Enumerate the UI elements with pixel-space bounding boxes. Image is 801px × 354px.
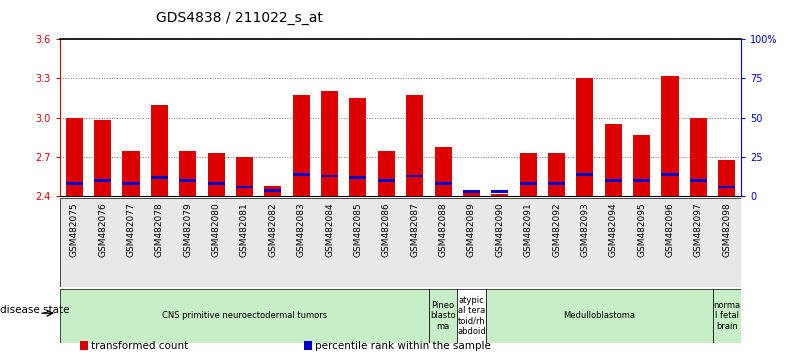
Bar	[662, 173, 678, 176]
Bar	[264, 186, 281, 196]
Bar	[151, 176, 168, 179]
Text: GSM482091: GSM482091	[524, 202, 533, 257]
Text: GSM482087: GSM482087	[410, 202, 419, 257]
Text: GSM482089: GSM482089	[467, 202, 476, 257]
Text: GSM482092: GSM482092	[552, 202, 561, 257]
Bar	[378, 150, 395, 196]
Bar	[718, 160, 735, 196]
Bar	[207, 153, 224, 196]
Text: GSM482094: GSM482094	[609, 202, 618, 257]
Bar	[123, 182, 139, 185]
Bar	[633, 135, 650, 196]
Text: Pineo
blasto
ma: Pineo blasto ma	[430, 301, 456, 331]
Bar	[66, 118, 83, 196]
Bar	[321, 91, 338, 196]
Bar	[264, 189, 281, 192]
Text: GSM482097: GSM482097	[694, 202, 702, 257]
Bar	[463, 190, 480, 193]
Text: norma
l fetal
brain: norma l fetal brain	[713, 301, 740, 331]
Text: GSM482096: GSM482096	[666, 202, 674, 257]
Text: disease state: disease state	[0, 306, 70, 315]
Bar	[491, 194, 509, 196]
Bar	[434, 182, 452, 185]
Bar	[321, 175, 338, 177]
Bar	[60, 289, 429, 343]
Bar	[577, 78, 594, 196]
Bar	[95, 179, 111, 182]
Text: GSM482080: GSM482080	[211, 202, 220, 257]
Bar	[577, 173, 594, 176]
Bar	[236, 157, 253, 196]
Text: CNS primitive neuroectodermal tumors: CNS primitive neuroectodermal tumors	[162, 312, 327, 320]
Text: GSM482076: GSM482076	[99, 202, 107, 257]
Text: GSM482081: GSM482081	[240, 202, 249, 257]
Text: GSM482093: GSM482093	[581, 202, 590, 257]
Bar	[457, 289, 485, 343]
Bar	[349, 176, 366, 179]
Bar	[406, 175, 423, 177]
Bar	[349, 98, 366, 196]
Bar	[429, 289, 457, 343]
Text: percentile rank within the sample: percentile rank within the sample	[315, 341, 491, 351]
Text: transformed count: transformed count	[91, 341, 188, 351]
Bar	[520, 182, 537, 185]
Bar	[690, 118, 706, 196]
Bar	[179, 150, 196, 196]
Bar	[548, 153, 565, 196]
Bar	[95, 120, 111, 196]
Bar	[207, 182, 224, 185]
Bar	[406, 95, 423, 196]
Bar	[463, 193, 480, 196]
Text: GSM482095: GSM482095	[637, 202, 646, 257]
Bar	[718, 185, 735, 188]
Text: GSM482085: GSM482085	[353, 202, 362, 257]
Bar	[151, 104, 168, 196]
Text: GSM482079: GSM482079	[183, 202, 192, 257]
Bar	[123, 150, 139, 196]
Bar	[434, 147, 452, 196]
Bar	[633, 179, 650, 182]
Bar	[690, 179, 706, 182]
Text: GSM482090: GSM482090	[495, 202, 505, 257]
Text: GSM482082: GSM482082	[268, 202, 277, 257]
Bar	[378, 179, 395, 182]
Text: GSM482098: GSM482098	[723, 202, 731, 257]
Text: GSM482088: GSM482088	[439, 202, 448, 257]
Bar	[605, 124, 622, 196]
Bar	[179, 179, 196, 182]
Text: GDS4838 / 211022_s_at: GDS4838 / 211022_s_at	[156, 11, 323, 25]
Text: GSM482084: GSM482084	[325, 202, 334, 257]
Bar	[548, 182, 565, 185]
Bar	[485, 289, 713, 343]
Bar	[66, 182, 83, 185]
Text: atypic
al tera
toid/rh
abdoid: atypic al tera toid/rh abdoid	[457, 296, 485, 336]
Text: GSM482077: GSM482077	[127, 202, 135, 257]
Text: GSM482078: GSM482078	[155, 202, 164, 257]
Text: GSM482075: GSM482075	[70, 202, 78, 257]
Bar	[662, 76, 678, 196]
Text: GSM482086: GSM482086	[382, 202, 391, 257]
Bar	[292, 95, 310, 196]
Bar	[491, 190, 509, 193]
Text: GSM482083: GSM482083	[296, 202, 306, 257]
Bar	[292, 173, 310, 176]
Text: Medulloblastoma: Medulloblastoma	[563, 312, 635, 320]
Bar	[713, 289, 741, 343]
Bar	[520, 153, 537, 196]
Bar	[236, 185, 253, 188]
Bar	[605, 179, 622, 182]
